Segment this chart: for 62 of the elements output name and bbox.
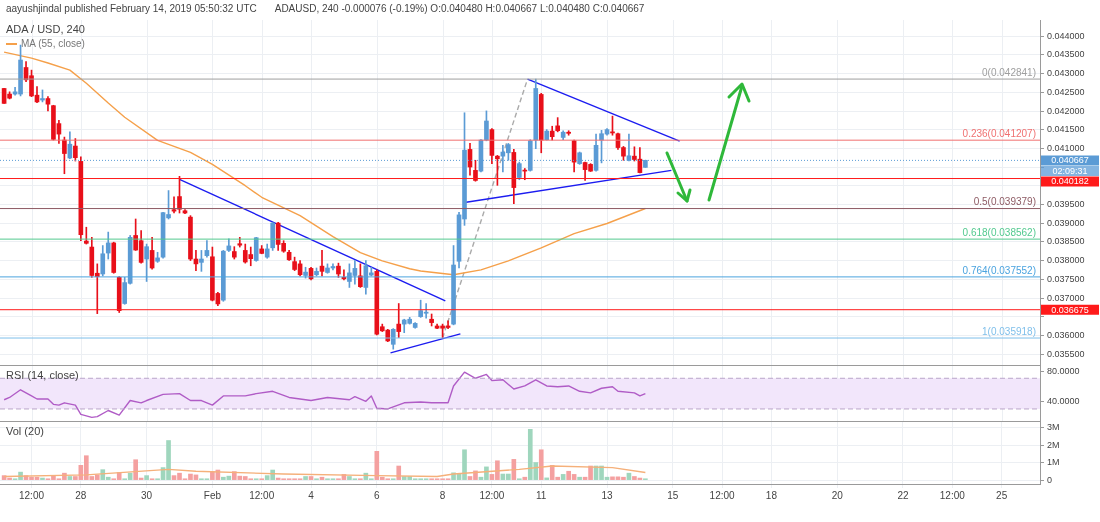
- y-tick-label: 0.041500: [1047, 123, 1085, 134]
- x-tick-label: 22: [897, 489, 909, 501]
- bar: [144, 475, 149, 480]
- y-tick-label: 3M: [1047, 421, 1060, 432]
- chart-subtitle: aayushjindal published February 14, 2019 05:50:32 UTC: [6, 3, 257, 14]
- y-tick-label: 0.035500: [1047, 348, 1085, 359]
- y-tick-label: 0.036000: [1047, 329, 1085, 340]
- y-tick-label: 0.037000: [1047, 292, 1085, 303]
- ref-line-label: 0.236(0.041207): [962, 127, 1036, 139]
- ref-line-label: 0.040182: [1051, 176, 1089, 187]
- ref-line-label: 0.5(0.039379): [973, 196, 1036, 208]
- x-tick-label: 20: [831, 489, 844, 501]
- ref-line-label: 0.618(0.038562): [962, 226, 1036, 238]
- y-tick-label: 0.037500: [1047, 273, 1085, 284]
- ref-line-label: 0.036675: [1051, 304, 1089, 315]
- x-tick-label: 28: [75, 489, 87, 501]
- y-tick-label: 0.038000: [1047, 254, 1085, 265]
- y-tick-label: 2M: [1047, 439, 1060, 450]
- legend-label: MA (55, close): [21, 37, 85, 49]
- bar: [303, 476, 308, 480]
- chart-title: Vol (20): [6, 424, 44, 437]
- x-tick-label: 12:00: [249, 489, 275, 501]
- x-tick-label: 12:00: [709, 489, 736, 501]
- x-tick-label: 13: [601, 489, 614, 501]
- x-tick-label: 11: [536, 489, 547, 501]
- x-tick-label: 18: [765, 489, 778, 501]
- x-tick-label: 30: [141, 489, 153, 501]
- x-tick-label: 6: [374, 489, 381, 501]
- x-tick-label: 15: [667, 489, 679, 501]
- bar: [544, 477, 550, 480]
- bar: [538, 449, 544, 480]
- y-tick-label: 0.042500: [1047, 86, 1085, 97]
- chart-title: ADA / USD, 240: [6, 22, 85, 35]
- y-tick-label: 0.039500: [1047, 198, 1085, 209]
- ref-line-label: 0.764(0.037552): [962, 264, 1036, 276]
- x-tick-label: Feb: [203, 489, 222, 501]
- x-tick-label: 25: [996, 489, 1008, 501]
- y-tick-label: 0.044000: [1047, 30, 1085, 41]
- ref-line-label: 0(0.042841): [982, 66, 1036, 78]
- x-tick-label: 8: [439, 489, 446, 501]
- y-tick-label: 80.0000: [1047, 365, 1080, 376]
- y-tick-label: 0.042000: [1047, 105, 1085, 116]
- text: 02:09:31: [1052, 165, 1088, 176]
- x-tick-label: 12:00: [939, 489, 966, 501]
- y-tick-label: 0.043500: [1047, 48, 1085, 59]
- y-tick-label: 0.041000: [1047, 142, 1085, 153]
- bar: [577, 476, 582, 480]
- chart-title: RSI (14, close): [6, 368, 79, 381]
- x-tick-label: 4: [308, 489, 315, 501]
- y-tick-label: 40.0000: [1047, 395, 1080, 406]
- ref-line-label: 0.040667: [1051, 155, 1089, 166]
- ref-line-label: 1(0.035918): [982, 325, 1036, 337]
- y-tick-label: 0.038500: [1047, 235, 1085, 246]
- x-tick-label: 12:00: [479, 489, 505, 501]
- x-tick-label: 12:00: [19, 489, 45, 501]
- bar: [522, 476, 528, 480]
- y-tick-label: 0.039000: [1047, 217, 1085, 228]
- bar: [40, 477, 45, 480]
- y-tick-label: 0.043000: [1047, 67, 1085, 78]
- text: ADAUSD, 240 -0.000076 (-0.19%) O:0.040480 H:0.040667 L:0.040480 C:0.040667: [274, 3, 645, 14]
- y-tick-label: 0: [1047, 474, 1053, 485]
- y-tick-label: 1M: [1047, 456, 1060, 467]
